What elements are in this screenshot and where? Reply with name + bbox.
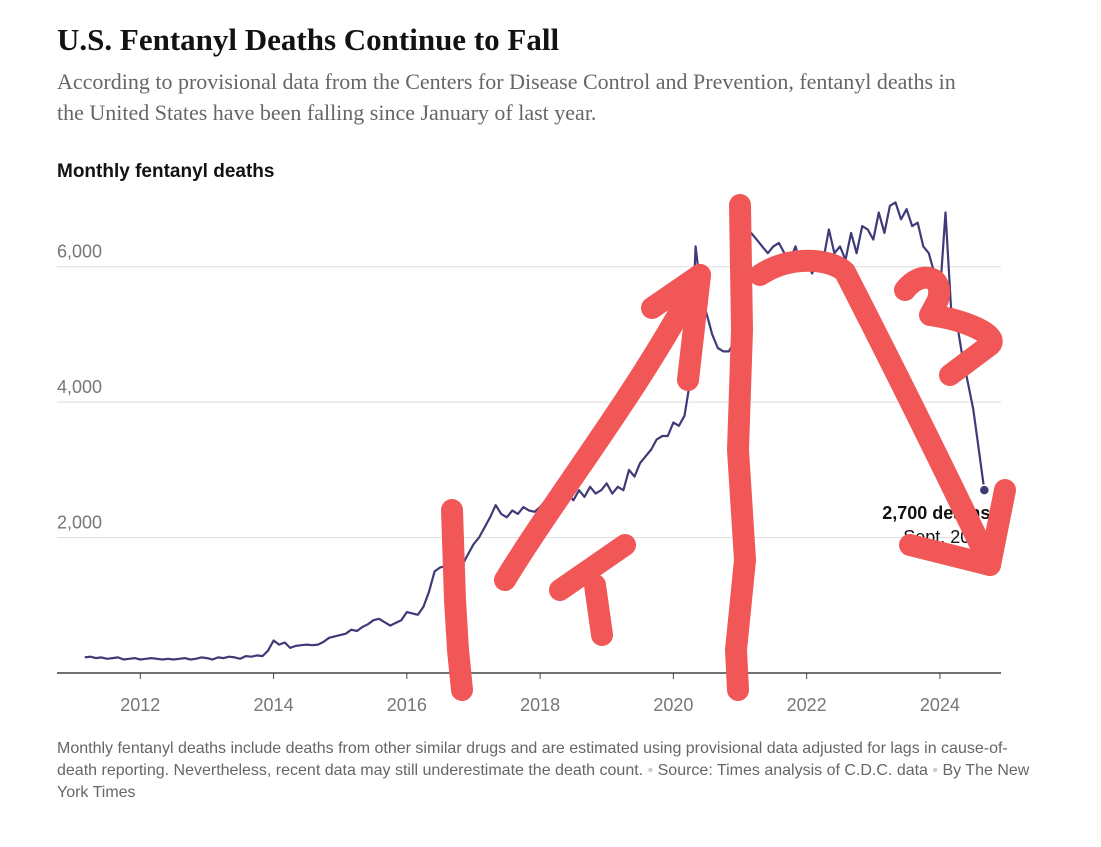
plot: 2,000 4,000 6,000 2012 2014 2016 2018 2020 2022 2… xyxy=(57,201,1001,715)
scribble xyxy=(549,534,636,646)
scribble xyxy=(441,499,473,701)
chart-title: U.S. Fentanyl Deaths Continue to Fall xyxy=(57,22,559,57)
subtitle-box: According to provisional data from the C… xyxy=(57,69,956,125)
x-tick-label: 2016 xyxy=(387,695,427,715)
y-axis-label: Monthly fentanyl deaths xyxy=(57,161,274,182)
scribble xyxy=(749,249,1001,576)
note: Monthly fentanyl deaths include deaths f… xyxy=(57,740,1008,779)
chart-subtitle: According to provisional data from the C… xyxy=(57,69,956,125)
footer: Monthly fentanyl deaths include deaths f… xyxy=(57,738,1047,804)
end-point xyxy=(978,484,991,496)
y-tick-label: 2,000 xyxy=(57,513,102,533)
x-tick-label: 2018 xyxy=(520,695,560,715)
separator: • xyxy=(932,762,939,779)
scribble xyxy=(894,266,1003,386)
hand-annotations xyxy=(441,194,1016,701)
source: Source: Times analysis of C.D.C. data xyxy=(657,762,928,779)
x-tick-label: 2012 xyxy=(120,695,160,715)
x-tick-label: 2022 xyxy=(787,695,827,715)
separator: • xyxy=(647,762,654,779)
x-tick-label: 2024 xyxy=(920,695,960,715)
y-tick-label: 6,000 xyxy=(57,242,102,262)
scribble xyxy=(641,264,711,391)
scribble xyxy=(725,194,756,701)
credit: By The New York Times xyxy=(57,762,1030,801)
y-tick-label: 4,000 xyxy=(57,377,102,397)
data-line xyxy=(84,201,986,661)
chart: U.S. Fentanyl Deaths Continue to Fall Ac… xyxy=(57,22,1016,715)
x-tick-label: 2014 xyxy=(254,695,294,715)
x-tick-label: 2020 xyxy=(653,695,693,715)
scribble xyxy=(899,479,1016,576)
scribble xyxy=(494,264,711,591)
